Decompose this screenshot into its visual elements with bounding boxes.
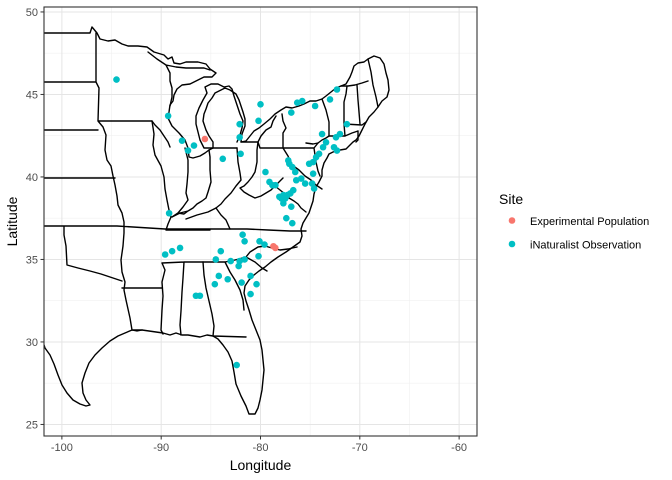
x-tick-label: -90 [153,442,169,454]
point-inaturalist-observation [196,292,204,300]
point-inaturalist-observation [217,247,225,255]
x-tick-label: -70 [352,442,368,454]
point-inaturalist-observation [343,120,351,128]
legend: Site Experimental Population iNaturalist… [499,191,649,252]
point-inaturalist-observation [319,143,327,151]
point-inaturalist-observation [236,134,243,141]
y-tick-label: 30 [26,337,38,349]
point-experimental-population [272,244,279,252]
map-michigan [195,83,244,149]
y-tick-label: 35 [26,254,38,266]
point-inaturalist-observation [236,257,243,265]
point-inaturalist-observation [301,180,309,187]
x-tick-label: -60 [451,442,467,454]
point-inaturalist-observation [233,361,240,369]
point-inaturalist-observation [287,109,295,116]
x-axis: -100 -90 -80 -70 -60 [51,436,467,454]
point-inaturalist-observation [292,176,300,184]
point-inaturalist-observation [235,262,242,270]
point-inaturalist-observation [256,238,263,245]
x-tick-label: -100 [51,442,73,454]
point-inaturalist-observation [211,280,219,288]
point-inaturalist-observation [247,290,254,298]
point-inaturalist-observation [253,280,260,288]
map-state-lines-east [202,113,330,311]
point-inaturalist-observation [305,160,313,168]
point-inaturalist-observation [212,256,220,263]
map-upper-peninsula [147,51,211,107]
y-tick-label: 45 [26,89,38,101]
point-inaturalist-observation [190,142,198,149]
point-inaturalist-observation [326,96,334,103]
point-inaturalist-observation [333,147,341,154]
point-inaturalist-observation [308,180,316,187]
point-inaturalist-observation [291,168,299,176]
point-inaturalist-observation [310,185,318,192]
point-inaturalist-observation [255,252,262,260]
point-inaturalist-observation [219,155,227,163]
point-inaturalist-observation [286,160,293,168]
point-inaturalist-observation [333,86,341,93]
point-inaturalist-observation [241,238,248,245]
point-inaturalist-observation [161,251,169,258]
point-inaturalist-observation [178,137,186,144]
y-tick-label: 50 [26,7,38,19]
point-inaturalist-observation [257,101,264,108]
y-tick-label: 40 [26,172,38,184]
point-inaturalist-observation [298,97,306,105]
map-state-lines-central [151,120,247,338]
legend-key-inaturalist-observation [508,240,516,248]
point-inaturalist-observation [238,279,245,286]
point-experimental-population [201,135,209,143]
point-inaturalist-observation [215,272,223,280]
point-inaturalist-observation [261,241,268,248]
point-inaturalist-observation [322,139,330,146]
point-inaturalist-observation [224,275,232,283]
map-state-lines-northeast [305,58,379,145]
points [113,76,351,369]
point-inaturalist-observation [255,117,262,125]
point-inaturalist-observation [237,150,244,158]
point-inaturalist-observation [318,130,326,138]
point-inaturalist-observation [311,102,319,110]
map-state-lines-west [44,32,231,331]
point-inaturalist-observation [293,99,301,106]
point-inaturalist-observation [164,112,172,120]
point-inaturalist-observation [176,244,184,252]
point-inaturalist-observation [287,203,295,210]
point-inaturalist-observation [241,256,248,263]
y-axis-title: Latitude [4,196,20,246]
x-axis-title: Longitude [230,457,292,473]
point-inaturalist-observation [247,272,254,280]
point-inaturalist-observation [309,170,317,177]
grid [44,7,477,436]
point-inaturalist-observation [236,120,243,128]
y-tick-label: 25 [26,419,38,431]
legend-key-experimental-population [508,217,516,224]
legend-title: Site [499,191,523,207]
point-inaturalist-observation [283,214,290,222]
point-inaturalist-observation [113,76,120,83]
point-inaturalist-observation [168,247,176,255]
legend-label-experimental-population: Experimental Population [530,216,649,228]
point-inaturalist-observation [165,209,173,217]
point-inaturalist-observation [288,219,296,227]
point-inaturalist-observation [239,231,246,238]
point-inaturalist-observation [266,178,273,186]
legend-label-inaturalist-observation: iNaturalist Observation [530,240,641,252]
point-inaturalist-observation [184,147,192,154]
y-axis: 25 30 35 40 45 50 [26,7,44,431]
point-inaturalist-observation [227,257,235,265]
point-inaturalist-observation [332,134,340,141]
point-inaturalist-observation [276,193,283,201]
point-inaturalist-observation [297,175,305,182]
point-inaturalist-observation [262,168,269,176]
point-inaturalist-observation [280,200,287,207]
point-inaturalist-observation [312,153,320,161]
x-tick-label: -80 [253,442,269,454]
